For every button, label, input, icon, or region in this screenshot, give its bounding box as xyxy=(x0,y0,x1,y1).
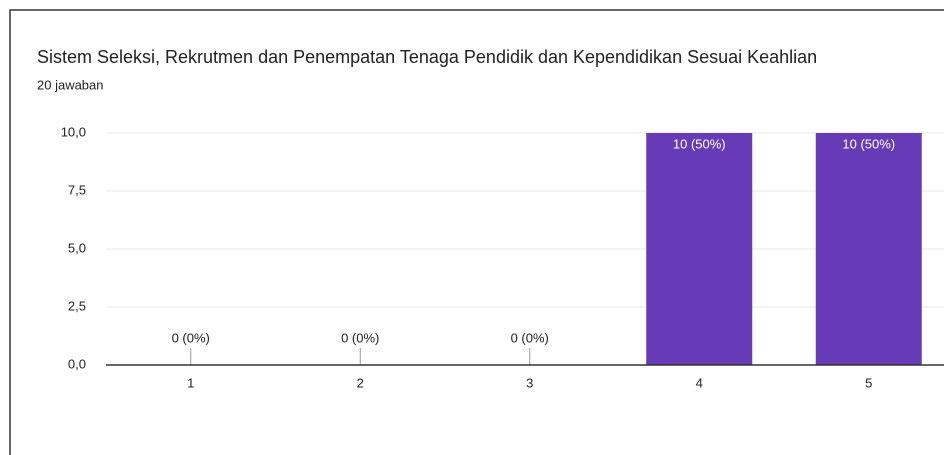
card-frame xyxy=(9,9,944,455)
y-tick-label: 10,0 xyxy=(61,124,86,139)
y-tick-label: 0,0 xyxy=(68,356,86,371)
y-tick-label: 7,5 xyxy=(68,182,86,197)
bar xyxy=(646,133,753,365)
data-label: 0 (0%) xyxy=(172,330,210,345)
chart-subtitle: 20 jawaban xyxy=(37,77,104,92)
x-tick-label: 2 xyxy=(357,375,364,390)
data-label: 0 (0%) xyxy=(341,330,379,345)
bar xyxy=(815,133,922,365)
x-tick-label: 1 xyxy=(187,375,194,390)
y-tick-label: 5,0 xyxy=(68,240,86,255)
x-tick-label: 5 xyxy=(865,375,872,390)
x-tick-label: 4 xyxy=(696,375,703,390)
chart-title: Sistem Seleksi, Rekrutmen dan Penempatan… xyxy=(37,47,817,67)
y-tick-label: 2,5 xyxy=(68,298,86,313)
data-label: 0 (0%) xyxy=(511,330,549,345)
data-label: 10 (50%) xyxy=(673,136,726,151)
x-tick-label: 3 xyxy=(526,375,533,390)
data-label: 10 (50%) xyxy=(842,136,895,151)
